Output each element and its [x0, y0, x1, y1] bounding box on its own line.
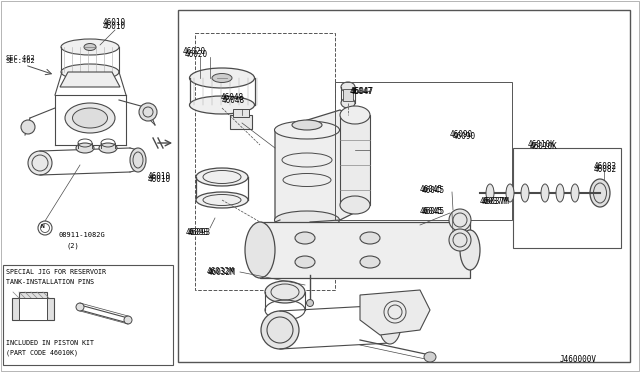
Ellipse shape	[65, 103, 115, 133]
Text: 46048: 46048	[221, 93, 244, 102]
Text: (2): (2)	[66, 242, 79, 248]
Ellipse shape	[360, 232, 380, 244]
Text: 46010: 46010	[103, 22, 126, 31]
Ellipse shape	[265, 281, 305, 303]
Ellipse shape	[275, 121, 339, 139]
Ellipse shape	[212, 74, 232, 83]
Polygon shape	[275, 110, 370, 220]
Ellipse shape	[261, 311, 299, 349]
Ellipse shape	[449, 209, 471, 231]
Ellipse shape	[506, 184, 514, 202]
Text: 46082: 46082	[594, 162, 617, 171]
Ellipse shape	[72, 108, 108, 128]
Ellipse shape	[341, 82, 355, 92]
Text: SEC.462: SEC.462	[5, 55, 35, 61]
Polygon shape	[360, 290, 430, 335]
Ellipse shape	[307, 299, 314, 307]
Ellipse shape	[590, 179, 610, 207]
Ellipse shape	[521, 184, 529, 202]
Text: 46047: 46047	[351, 87, 374, 96]
Text: INCLUDED IN PISTON KIT: INCLUDED IN PISTON KIT	[6, 340, 94, 346]
Ellipse shape	[571, 184, 579, 202]
Ellipse shape	[424, 352, 436, 362]
Bar	[260, 222, 470, 278]
Ellipse shape	[340, 196, 370, 214]
Ellipse shape	[460, 230, 480, 270]
Ellipse shape	[341, 98, 355, 108]
Bar	[340, 115, 370, 205]
Ellipse shape	[295, 256, 315, 268]
Bar	[19, 298, 47, 320]
Ellipse shape	[379, 304, 401, 344]
Bar	[3, 265, 173, 365]
Ellipse shape	[245, 222, 275, 278]
Ellipse shape	[292, 120, 322, 130]
Ellipse shape	[139, 103, 157, 121]
Ellipse shape	[196, 192, 248, 208]
Text: J460000V: J460000V	[560, 355, 597, 364]
Bar	[230, 115, 252, 129]
Text: 46045: 46045	[422, 207, 445, 216]
Ellipse shape	[61, 64, 119, 80]
Text: 46045: 46045	[420, 185, 443, 194]
Ellipse shape	[449, 229, 471, 251]
Text: SPECIAL JIG FOR RESERVOIR: SPECIAL JIG FOR RESERVOIR	[6, 269, 106, 275]
Text: 46032M: 46032M	[207, 267, 235, 276]
Ellipse shape	[189, 68, 255, 88]
Ellipse shape	[99, 143, 117, 153]
Text: 46010K: 46010K	[528, 140, 556, 149]
Ellipse shape	[76, 303, 84, 311]
Ellipse shape	[84, 44, 96, 51]
Bar	[335, 82, 512, 220]
Ellipse shape	[360, 256, 380, 268]
Text: 46010: 46010	[148, 175, 171, 184]
Ellipse shape	[28, 151, 52, 175]
Ellipse shape	[340, 106, 370, 124]
Text: 46032M: 46032M	[208, 268, 236, 277]
Bar	[513, 148, 621, 248]
Ellipse shape	[189, 96, 255, 114]
Ellipse shape	[21, 120, 35, 134]
Text: 46090: 46090	[450, 130, 473, 139]
Text: 46037M: 46037M	[482, 197, 509, 206]
Text: 46020: 46020	[183, 47, 206, 56]
Ellipse shape	[130, 148, 146, 172]
Polygon shape	[12, 292, 54, 320]
Text: 46010K: 46010K	[530, 142, 557, 151]
Text: 46045: 46045	[420, 207, 443, 216]
Text: (PART CODE 46010K): (PART CODE 46010K)	[6, 349, 78, 356]
Text: 46090: 46090	[453, 132, 476, 141]
Ellipse shape	[556, 184, 564, 202]
Ellipse shape	[486, 184, 494, 202]
Text: 46047: 46047	[350, 87, 373, 96]
Ellipse shape	[275, 211, 339, 229]
Text: SEC.462: SEC.462	[5, 58, 35, 64]
Text: 08911-1082G: 08911-1082G	[58, 232, 105, 238]
Bar	[233, 109, 249, 117]
Bar	[195, 33, 335, 290]
Ellipse shape	[124, 316, 132, 324]
Text: TANK-INSTALLATION PINS: TANK-INSTALLATION PINS	[6, 279, 94, 285]
Text: 46045: 46045	[422, 186, 445, 195]
Text: 46020: 46020	[185, 50, 208, 59]
Text: 46082: 46082	[594, 165, 617, 174]
Polygon shape	[60, 72, 120, 87]
Text: 46037M: 46037M	[480, 197, 508, 206]
Ellipse shape	[61, 39, 119, 55]
Text: 46010: 46010	[103, 18, 126, 27]
Text: 46048: 46048	[222, 96, 245, 105]
Ellipse shape	[196, 168, 248, 186]
Ellipse shape	[76, 143, 94, 153]
Text: 46093: 46093	[188, 228, 211, 237]
Ellipse shape	[295, 232, 315, 244]
Bar	[343, 89, 353, 101]
Text: N: N	[41, 224, 45, 229]
Ellipse shape	[541, 184, 549, 202]
Text: 46010: 46010	[148, 172, 171, 181]
Bar	[178, 10, 630, 362]
Text: 46093: 46093	[186, 228, 209, 237]
